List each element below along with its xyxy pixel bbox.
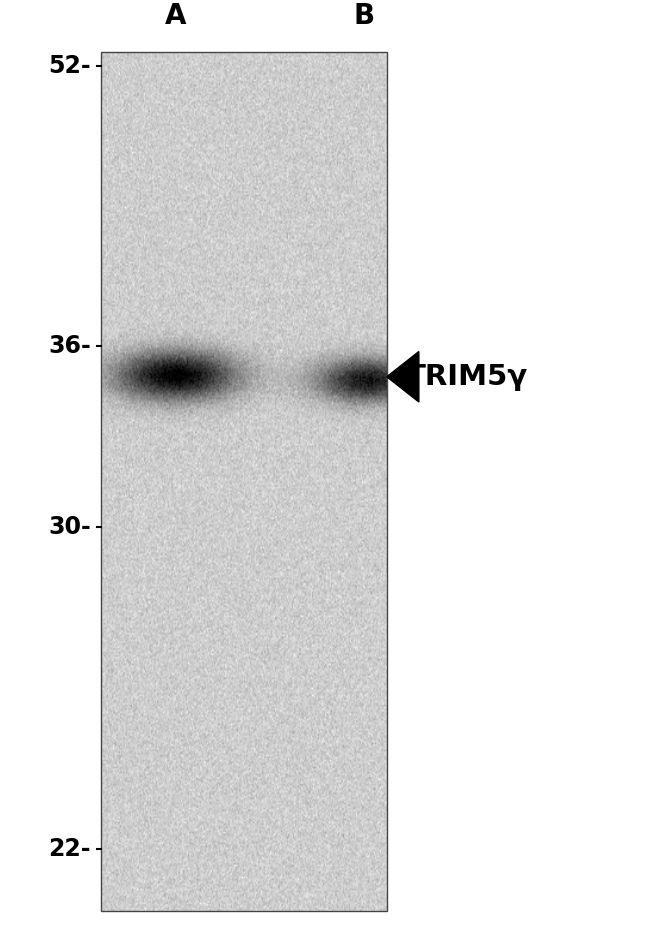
- Text: 36-: 36-: [48, 334, 91, 359]
- Text: 30-: 30-: [48, 514, 91, 539]
- Text: A: A: [164, 2, 187, 30]
- Text: TRIM5γ: TRIM5γ: [406, 363, 528, 391]
- Text: B: B: [354, 2, 374, 30]
- Bar: [101, 52, 387, 911]
- Text: 52-: 52-: [48, 54, 91, 79]
- Text: 22-: 22-: [49, 837, 91, 862]
- Polygon shape: [387, 351, 419, 402]
